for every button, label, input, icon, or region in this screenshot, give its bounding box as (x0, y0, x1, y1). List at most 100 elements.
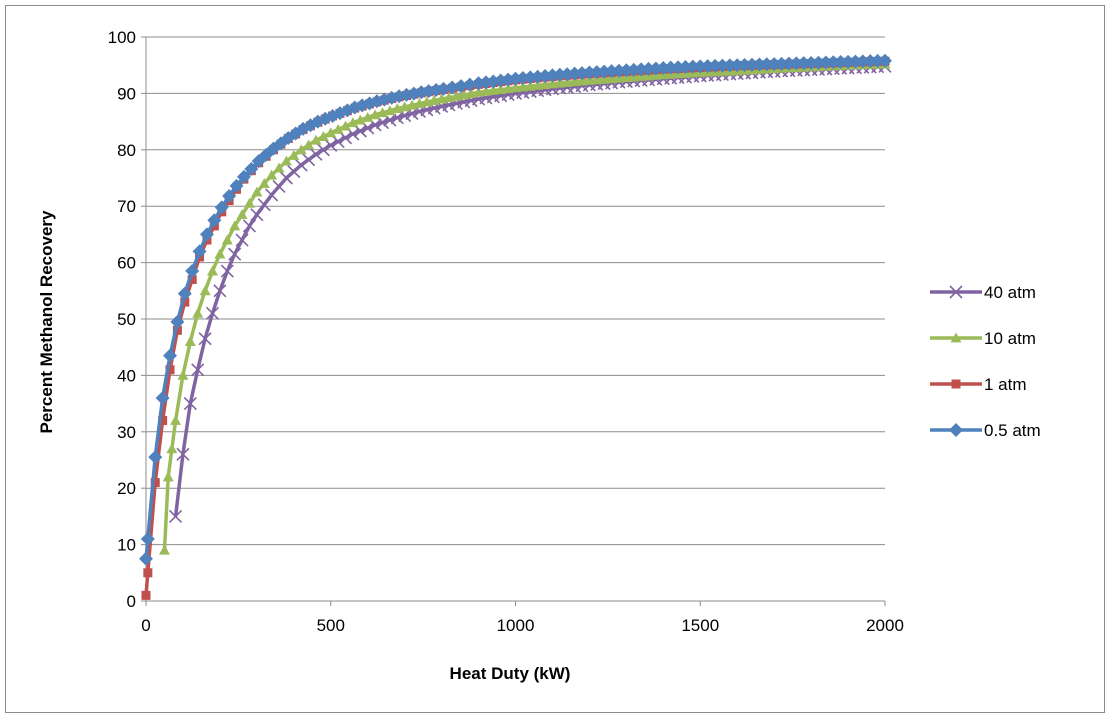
series-lines (139, 53, 892, 600)
legend-label-1-atm: 1 atm (984, 375, 1027, 394)
series-0-5-atm (139, 53, 892, 566)
x-axis-title: Heat Duty (kW) (450, 664, 571, 683)
data-point-10-atm (166, 443, 178, 454)
data-point-40-atm (294, 158, 308, 172)
data-point-1-atm (141, 590, 151, 600)
data-point-10-atm (561, 76, 573, 87)
data-point-40-atm (213, 284, 227, 298)
data-point-0-5-atm (436, 81, 451, 96)
data-point-0-5-atm (855, 54, 870, 69)
data-point-0-5-atm (841, 54, 856, 69)
data-point-10-atm (288, 149, 300, 160)
data-point-0-5-atm (804, 55, 819, 70)
data-point-40-atm (205, 306, 220, 320)
series-1-atm (141, 56, 890, 600)
y-axis-title: Percent Methanol Recovery (37, 210, 56, 434)
data-point-0-5-atm (863, 54, 878, 69)
data-point-0-5-atm (671, 60, 686, 75)
data-point-0-5-atm (445, 80, 460, 95)
data-point-10-atm (340, 120, 352, 131)
data-point-40-atm (250, 208, 264, 222)
data-point-0-5-atm (708, 58, 723, 73)
data-point-10-atm (184, 336, 196, 346)
x-tick-label-500: 500 (317, 616, 345, 635)
data-point-10-atm (332, 123, 344, 134)
series-line-0-5-atm (144, 58, 886, 559)
data-point-40-atm (309, 147, 323, 161)
data-point-10-atm (221, 234, 233, 245)
data-point-10-atm (273, 162, 285, 173)
data-point-0-5-atm (139, 551, 153, 566)
data-point-10-atm (243, 197, 255, 208)
data-point-0-5-atm (185, 264, 200, 279)
data-point-40-atm (183, 397, 197, 411)
data-point-0-5-atm (163, 348, 178, 363)
data-point-10-atm (347, 117, 359, 128)
data-point-10-atm (266, 169, 278, 180)
series-line-1-atm (144, 59, 886, 596)
legend-label-40-atm: 40 atm (984, 283, 1036, 302)
data-point-40-atm (191, 363, 205, 377)
data-point-10-atm (214, 248, 226, 259)
data-point-0-5-atm (462, 77, 477, 92)
data-point-10-atm (258, 178, 270, 189)
data-point-0-5-atm (774, 56, 789, 71)
data-point-1-atm (187, 275, 197, 285)
data-point-40-atm (324, 138, 338, 152)
data-point-0-5-atm (796, 56, 811, 71)
data-point-0-5-atm (251, 154, 266, 169)
data-point-0-5-atm (759, 57, 774, 72)
data-point-10-atm (591, 74, 603, 85)
data-point-0-5-atm (833, 55, 848, 70)
data-point-40-atm (235, 233, 249, 247)
data-point-0-5-atm (811, 55, 826, 70)
data-point-10-atm (524, 80, 536, 91)
data-point-1-atm (150, 478, 160, 488)
data-point-0-5-atm (848, 54, 863, 69)
data-point-0-5-atm (281, 130, 296, 145)
data-point-0-5-atm (199, 227, 214, 242)
data-point-0-5-atm (878, 53, 892, 68)
data-point-10-atm (192, 307, 204, 318)
legend-marker-1-atm (951, 379, 961, 389)
data-point-0-5-atm (207, 213, 222, 228)
data-point-0-5-atm (177, 286, 192, 301)
data-point-0-5-atm (170, 314, 185, 329)
data-point-10-atm (158, 544, 170, 555)
data-point-40-atm (331, 134, 345, 149)
data-point-10-atm (473, 86, 485, 97)
data-point-10-atm (606, 73, 618, 84)
data-point-0-5-atm (589, 65, 604, 80)
legend-item-40-atm: 40 atm (930, 283, 1036, 302)
data-point-10-atm (546, 78, 558, 89)
series-40-atm (168, 59, 892, 523)
data-point-0-5-atm (678, 60, 693, 75)
data-point-10-atm (532, 79, 544, 90)
data-point-10-atm (251, 186, 263, 197)
legend-label-10-atm: 10 atm (984, 329, 1036, 348)
data-point-0-5-atm (530, 69, 545, 84)
y-tick-labels: 0 10 20 30 40 50 60 70 80 90 100 (108, 28, 136, 611)
x-tick-label-0: 0 (141, 616, 150, 635)
legend-marker-10-atm (950, 332, 962, 343)
data-point-0-5-atm (767, 57, 782, 72)
data-point-0-5-atm (148, 450, 163, 465)
series-line-10-atm (162, 62, 886, 551)
data-point-10-atm (362, 111, 374, 122)
y-tick-label-70: 70 (117, 197, 136, 216)
data-point-1-atm (158, 416, 168, 426)
data-point-10-atm (280, 155, 292, 166)
data-point-10-atm (495, 84, 507, 94)
chart-frame: 0 10 20 30 40 50 60 70 80 90 100 0 500 1000 1500 2000 … (5, 5, 1105, 713)
data-point-0-5-atm (730, 58, 745, 73)
data-point-10-atm (310, 134, 322, 145)
y-tick-label-100: 100 (108, 28, 136, 47)
legend-item-0-5-atm: 0.5 atm (930, 421, 1041, 440)
data-point-40-atm (220, 264, 234, 278)
series-line-40-atm (173, 64, 886, 517)
gridlines (146, 36, 885, 546)
data-point-10-atm (325, 127, 337, 138)
data-point-0-5-atm (685, 59, 700, 74)
legend-item-1-atm: 1 atm (930, 375, 1027, 394)
